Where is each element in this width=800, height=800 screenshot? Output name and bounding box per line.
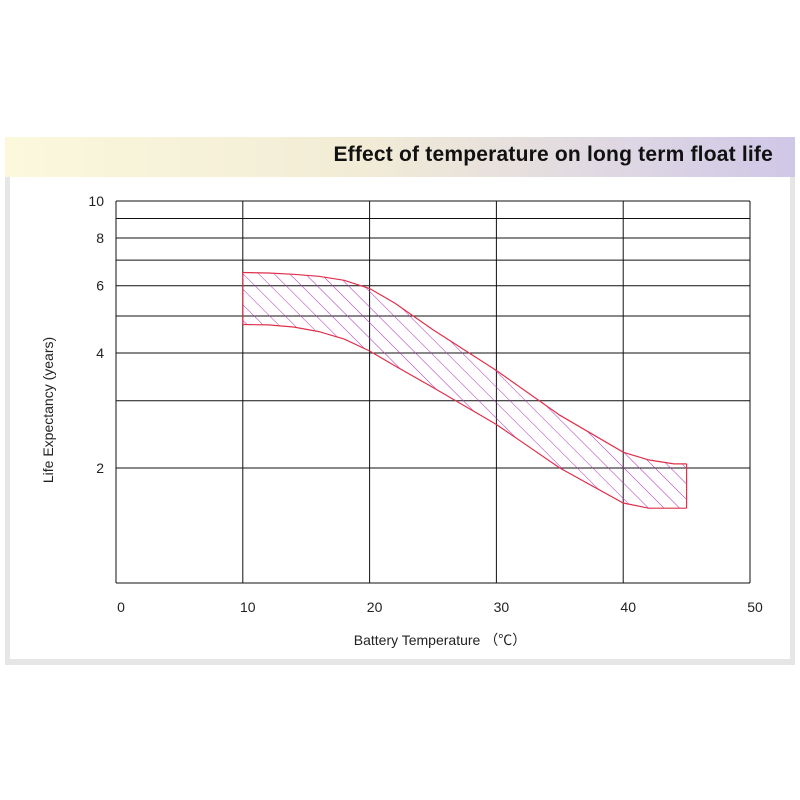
title-banner: Effect of temperature on long term float… xyxy=(5,137,795,177)
y-axis-label: Life Expectancy (years) xyxy=(40,337,56,483)
chart-title: Effect of temperature on long term float… xyxy=(333,143,773,166)
x-tick-label: 20 xyxy=(367,599,383,615)
x-axis-label: Battery Temperature （℃） xyxy=(354,632,526,648)
y-tick-label: 8 xyxy=(96,230,104,246)
x-tick-label: 30 xyxy=(494,599,510,615)
y-tick-labels: 2 4 6 8 10 xyxy=(88,193,104,476)
y-tick-label: 4 xyxy=(96,345,104,361)
x-tick-labels: 0 10 20 30 40 50 xyxy=(117,599,763,615)
life-expectancy-band xyxy=(242,271,688,509)
x-tick-label: 10 xyxy=(240,599,256,615)
y-tick-label: 10 xyxy=(88,193,104,209)
plot-panel xyxy=(10,177,790,659)
band-upper-edge xyxy=(242,271,687,465)
band-hatch-fill xyxy=(242,272,687,509)
y-tick-label: 2 xyxy=(96,460,104,476)
x-tick-label: 0 xyxy=(117,599,125,615)
x-tick-label: 50 xyxy=(747,599,763,615)
x-tick-label: 40 xyxy=(620,599,636,615)
band-lower-edge xyxy=(242,323,687,509)
grid xyxy=(115,200,751,584)
y-tick-label: 6 xyxy=(96,278,104,294)
